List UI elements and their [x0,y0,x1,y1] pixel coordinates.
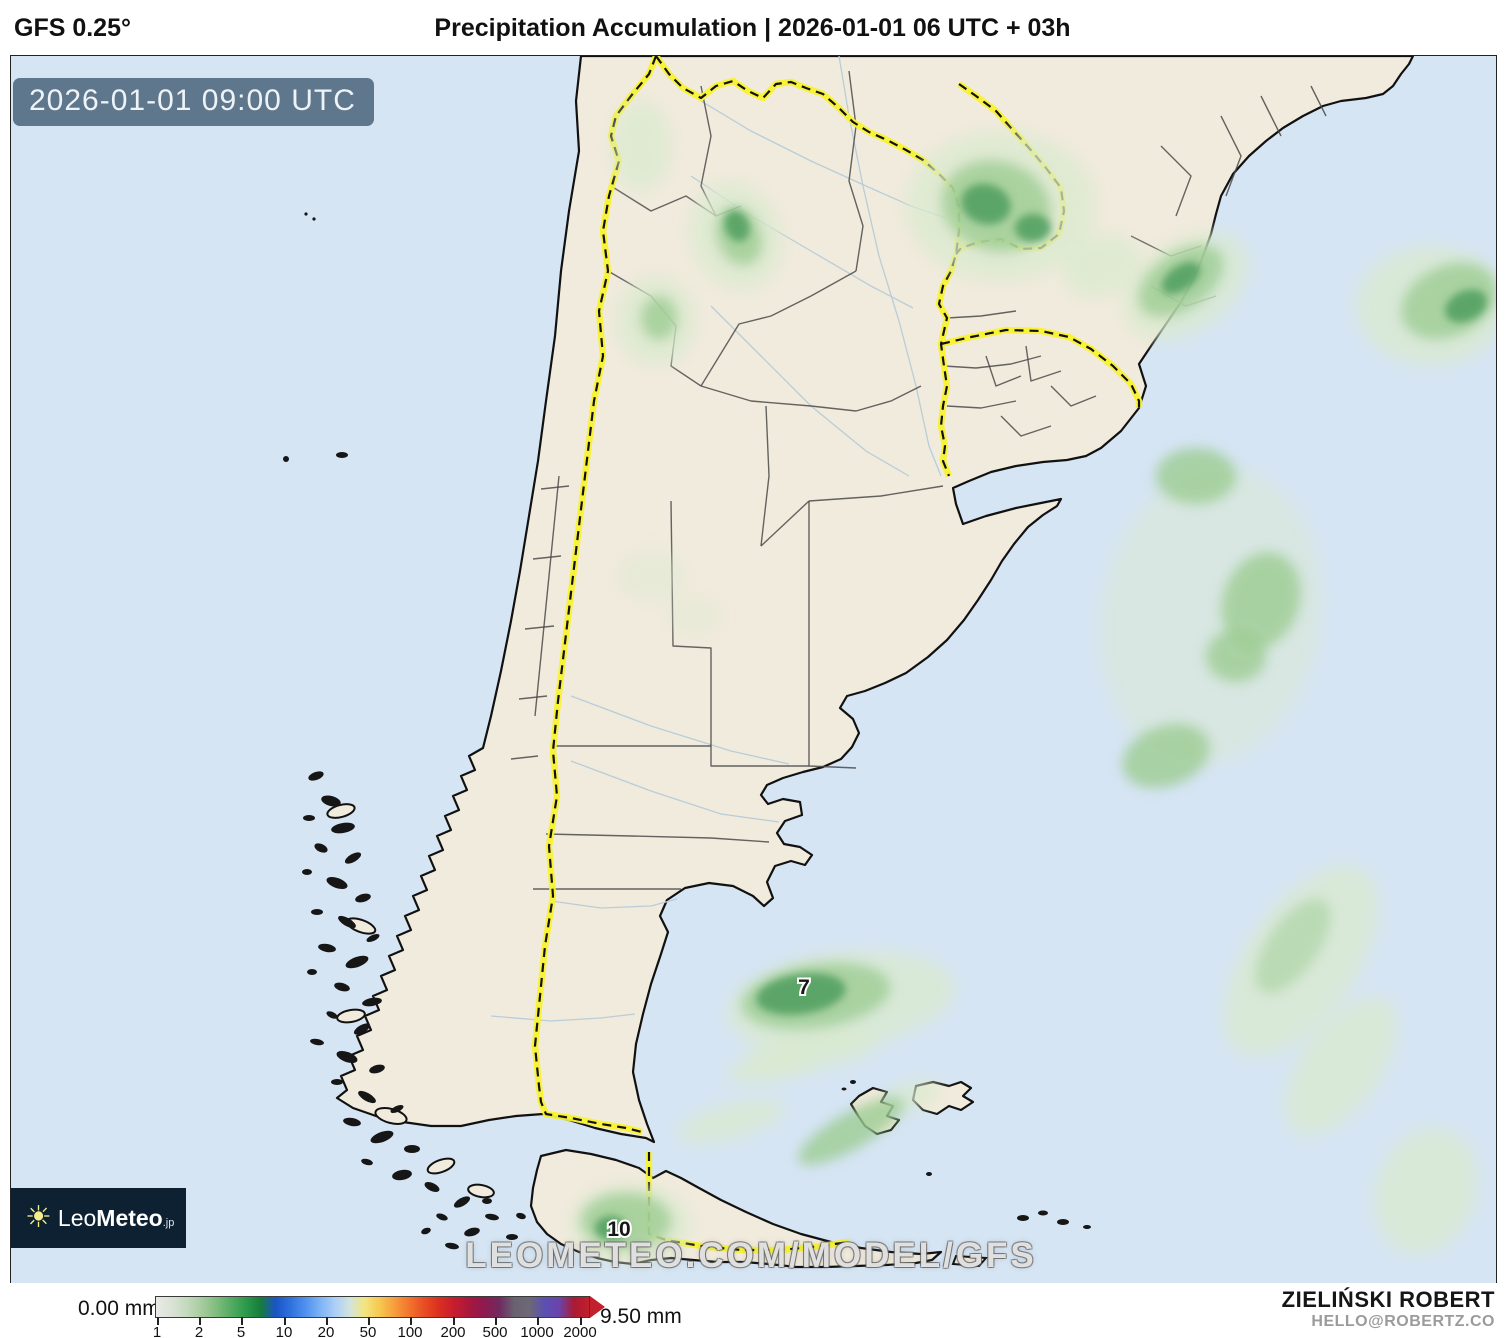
fjord-islands [302,771,526,1250]
legend-max-label: 9.50 mm [600,1305,682,1328]
precip-max-label-7: 7 [798,976,810,999]
legend-footer: 0.00 mm 9.50 mm 1 2 5 10 20 50 100 200 5… [0,1283,1505,1338]
author-name: ZIELIŃSKI ROBERT [1281,1287,1495,1312]
watermark: LEOMETEO.COM/MODEL/GFS [465,1236,1037,1275]
precip-dark-layer [595,183,1487,1240]
colorbar-arrow [590,1296,605,1318]
leometeo-logo: ☀ LeoMeteo.jp [11,1188,186,1248]
precipitation-colorbar [155,1296,590,1318]
model-label: GFS 0.25° [14,14,131,42]
page-title: Precipitation Accumulation | 2026-01-01 … [434,14,1071,42]
sun-icon: ☀ [25,1201,52,1234]
timestamp-badge: 2026-01-01 09:00 UTC [13,78,374,126]
legend-min-label: 0.00 mm [78,1297,160,1320]
logo-tld: .jp [162,1216,175,1229]
logo-text: LeoMeteo.jp [57,1204,175,1231]
header: GFS 0.25° Precipitation Accumulation | 2… [0,0,1505,55]
weather-map: 7 10 2026-01-01 09:00 UTC LEOMETEO.COM/M… [10,55,1497,1285]
small-islands [283,212,1091,1268]
map-canvas: 7 10 [283,56,1496,1269]
precip-max-label-10: 10 [607,1218,630,1241]
author-contact: HELLO@ROBERTZ.CO [1311,1313,1495,1330]
